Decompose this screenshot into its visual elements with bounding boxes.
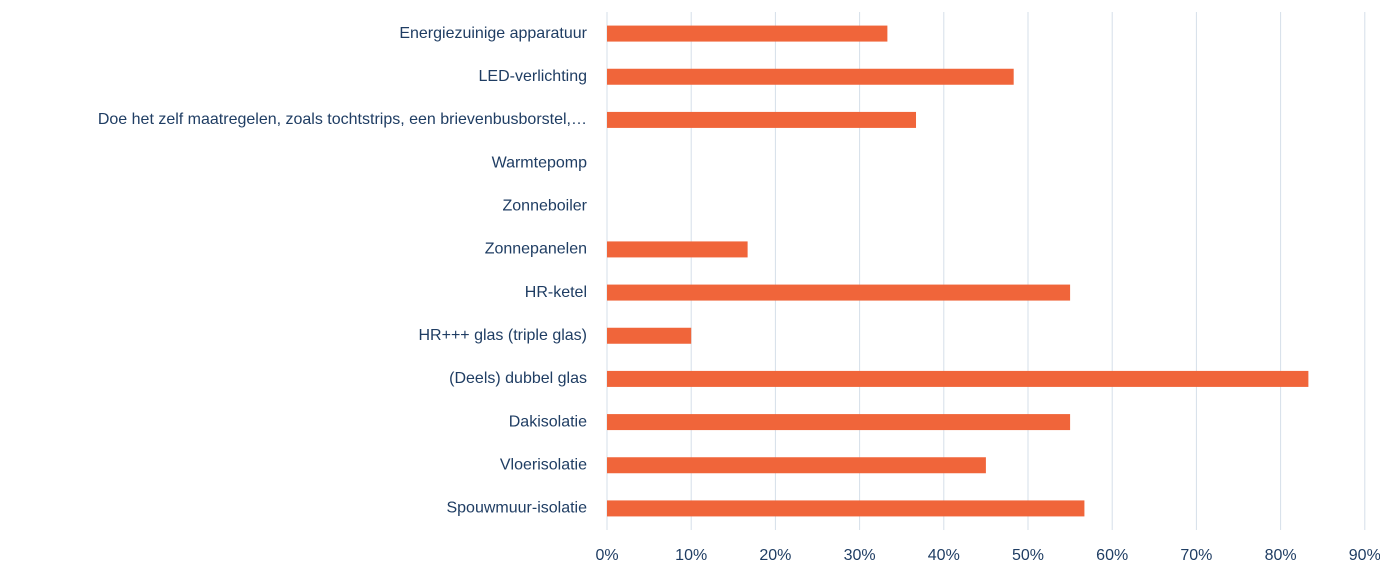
- bar: [607, 111, 917, 128]
- bar: [607, 370, 1309, 387]
- x-tick-label: 30%: [844, 547, 876, 564]
- y-tick-label: Warmtepomp: [492, 154, 588, 171]
- x-tick-label: 50%: [1012, 547, 1044, 564]
- x-tick-label: 40%: [928, 547, 960, 564]
- x-tick-label: 20%: [759, 547, 791, 564]
- bar: [607, 241, 748, 258]
- x-tick-label: 70%: [1180, 547, 1212, 564]
- y-tick-label: Zonneboiler: [503, 197, 588, 214]
- y-tick-label: HR-ketel: [525, 284, 587, 301]
- bar: [607, 414, 1071, 431]
- y-tick-label: Zonnepanelen: [485, 241, 587, 258]
- y-tick-label: LED-verlichting: [479, 68, 587, 85]
- y-tick-label: Energiezuinige apparatuur: [399, 25, 587, 42]
- x-tick-label: 90%: [1349, 547, 1380, 564]
- y-tick-label: Doe het zelf maatregelen, zoals tochtstr…: [98, 111, 587, 128]
- bar: [607, 68, 1014, 85]
- x-tick-label: 10%: [675, 547, 707, 564]
- y-tick-label: Vloerisolatie: [500, 456, 587, 473]
- x-tick-label: 0%: [595, 547, 618, 564]
- bar: [607, 457, 986, 474]
- y-tick-label: Dakisolatie: [509, 413, 587, 430]
- bar: [607, 500, 1085, 517]
- bar: [607, 327, 692, 344]
- x-tick-label: 60%: [1096, 547, 1128, 564]
- y-tick-label: (Deels) dubbel glas: [449, 370, 587, 387]
- bar: [607, 25, 888, 42]
- y-tick-label: Spouwmuur-isolatie: [446, 500, 587, 517]
- x-tick-label: 80%: [1265, 547, 1297, 564]
- bar: [607, 284, 1071, 301]
- y-tick-label: HR+++ glas (triple glas): [418, 327, 587, 344]
